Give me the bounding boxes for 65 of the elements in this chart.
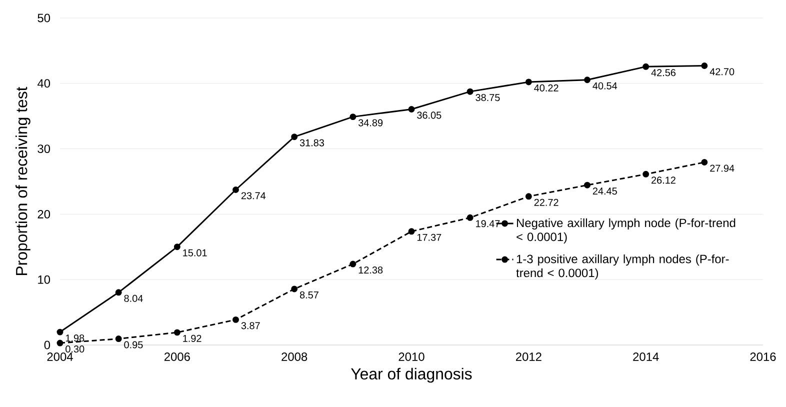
point xyxy=(115,289,122,296)
data-label: 0.30 xyxy=(66,345,84,353)
point xyxy=(466,88,474,95)
point xyxy=(56,340,64,346)
point xyxy=(291,286,298,292)
data-label: 0.95 xyxy=(124,341,143,348)
data-label: 1.98 xyxy=(66,334,84,342)
point xyxy=(232,186,239,193)
data-label: 38.75 xyxy=(476,94,500,102)
y-tick-label: 10 xyxy=(38,275,50,284)
point xyxy=(174,244,180,250)
point xyxy=(642,63,650,70)
point xyxy=(525,193,532,200)
x-tick-label: 2014 xyxy=(633,352,659,361)
point xyxy=(466,214,474,221)
x-tick-label: 2006 xyxy=(164,352,190,361)
point xyxy=(701,62,708,69)
x-axis-title: Year of diagnosis xyxy=(350,368,472,383)
data-label: 40.54 xyxy=(592,82,618,90)
data-label: 12.38 xyxy=(358,266,383,274)
point xyxy=(291,134,298,140)
legend-label: 1-3 positive axillary lymph nodes (P-for-trend < 0.0001) xyxy=(516,254,729,280)
point xyxy=(525,78,532,86)
data-label: 26.12 xyxy=(652,176,676,184)
data-label: 31.83 xyxy=(300,139,324,146)
data-label: 36.05 xyxy=(417,112,442,119)
data-label: 34.89 xyxy=(358,119,383,126)
data-label: 1.92 xyxy=(183,334,202,342)
point xyxy=(115,336,122,342)
data-label: 24.45 xyxy=(592,188,617,195)
data-label: 23.74 xyxy=(241,192,266,200)
x-tick-label: 2004 xyxy=(47,352,73,361)
point xyxy=(232,316,239,323)
y-tick-label: 30 xyxy=(38,144,50,154)
data-label: 17.37 xyxy=(417,234,442,241)
y-tick-label: 40 xyxy=(37,79,50,88)
legend-label: Negative axillary lymph node (P-for-trend < 0.0001) xyxy=(516,218,736,244)
point xyxy=(701,159,708,166)
point xyxy=(584,182,590,188)
y-tick-label: 50 xyxy=(38,14,50,22)
data-label: 42.56 xyxy=(651,69,676,76)
x-tick-label: 2016 xyxy=(750,352,776,361)
point xyxy=(408,106,415,112)
data-label: 3.87 xyxy=(241,322,260,330)
x-tick-label: 2008 xyxy=(282,352,308,361)
data-label: 40.22 xyxy=(534,84,558,92)
point xyxy=(642,170,650,178)
point xyxy=(350,114,356,120)
y-tick-label: 0 xyxy=(44,340,50,350)
data-label: 42.70 xyxy=(710,68,734,76)
data-label: 22.72 xyxy=(534,198,558,206)
y-tick-label: 20 xyxy=(38,210,50,218)
point xyxy=(56,328,64,336)
data-label: 8.57 xyxy=(300,291,318,298)
x-tick-label: 2012 xyxy=(516,352,542,361)
point xyxy=(174,329,180,336)
point xyxy=(350,260,356,268)
point xyxy=(584,76,590,84)
x-tick-label: 2010 xyxy=(398,352,424,361)
data-label: 8.04 xyxy=(124,294,143,302)
data-label: 19.47 xyxy=(476,220,500,228)
data-label: 15.01 xyxy=(183,249,207,256)
y-axis-title: Proportion of receiving test xyxy=(16,86,30,275)
point xyxy=(408,228,415,235)
data-label: 27.94 xyxy=(710,164,734,172)
